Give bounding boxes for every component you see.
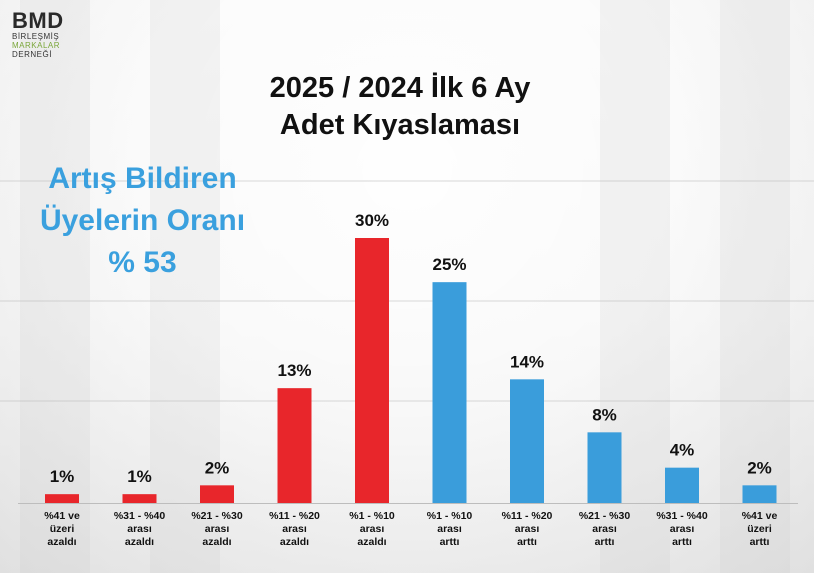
- category-label-8-line-2: arası: [592, 523, 617, 535]
- value-label-2: 1%: [127, 467, 152, 486]
- category-label-3-line-3: azaldı: [202, 536, 231, 548]
- category-label-2-line-1: %31 - %40: [114, 510, 166, 522]
- increase-ratio-line-2: Üyelerin Oranı: [39, 204, 246, 237]
- category-label-7-line-3: arttı: [517, 536, 537, 548]
- category-label-1-line-2: üzeri: [50, 523, 75, 535]
- category-label-5-line-1: %1 - %10: [349, 510, 395, 522]
- category-label-4-line-2: arası: [282, 523, 307, 535]
- logo-line-1: BİRLEŞMİŞ: [12, 32, 60, 41]
- category-label-10-line-2: üzeri: [747, 523, 772, 535]
- category-label-9-line-1: %31 - %40: [656, 510, 708, 522]
- category-label-6-line-3: arttı: [440, 536, 460, 548]
- bar-6: [432, 282, 467, 503]
- category-label-3-line-2: arası: [205, 523, 230, 535]
- value-label-8: 8%: [592, 405, 617, 424]
- value-label-group: 1% 1% 2% 13% 30% 25% 14% 8% 4% 2%: [50, 211, 772, 486]
- category-label-4-line-3: azaldı: [280, 536, 309, 548]
- category-label-8-line-1: %21 - %30: [579, 510, 631, 522]
- chart-title: 2025 / 2024 İlk 6 Ay Adet Kıyaslaması: [0, 70, 800, 144]
- background-column: [20, 0, 90, 573]
- category-label-10-line-3: arttı: [750, 536, 770, 548]
- background-floor-line: [0, 300, 814, 302]
- logo-line-2: MARKALAR: [12, 41, 61, 50]
- category-label-2-line-2: arası: [127, 523, 152, 535]
- value-label-9: 4%: [670, 441, 695, 460]
- bar-group: [45, 238, 777, 503]
- category-label-10-line-1: %41 ve: [742, 510, 778, 522]
- background-floor-line: [0, 400, 814, 402]
- background-column: [720, 0, 790, 573]
- value-label-5: 30%: [355, 211, 389, 230]
- background-column: [150, 0, 220, 573]
- value-label-10: 2%: [747, 458, 772, 477]
- logo-line-3: DERNEĞİ: [12, 50, 52, 59]
- category-label-7-line-2: arası: [515, 523, 540, 535]
- bar-2: [122, 494, 157, 503]
- increase-ratio-line-1: Artış Bildiren: [48, 162, 237, 195]
- chart-title-line-1: 2025 / 2024 İlk 6 Ay: [269, 72, 531, 104]
- category-label-1-line-1: %41 ve: [44, 510, 80, 522]
- bar-3: [200, 485, 234, 503]
- value-label-3: 2%: [205, 458, 230, 477]
- chart-title-line-2: Adet Kıyaslaması: [279, 109, 521, 141]
- category-label-4-line-1: %11 - %20: [269, 510, 320, 522]
- bar-5: [355, 238, 389, 503]
- bar-4: [277, 388, 312, 503]
- bar-7: [510, 379, 544, 503]
- category-label-2-line-3: azaldı: [125, 536, 154, 548]
- category-label-1-line-3: azaldı: [47, 536, 76, 548]
- value-label-1: 1%: [50, 467, 75, 486]
- bar-9: [665, 467, 699, 503]
- value-label-7: 14%: [510, 352, 544, 371]
- category-label-6-line-2: arası: [437, 523, 462, 535]
- category-label-5-line-3: azaldı: [357, 536, 386, 548]
- bar-1: [45, 494, 79, 503]
- category-label-7-line-1: %11 - %20: [502, 510, 553, 522]
- logo-mark: BMD: [12, 8, 64, 33]
- category-label-3-line-1: %21 - %30: [191, 510, 243, 522]
- category-label-9-line-2: arası: [670, 523, 695, 535]
- category-label-9-line-3: arttı: [672, 536, 692, 548]
- category-label-5-line-2: arası: [360, 523, 385, 535]
- increase-ratio-value: % 53: [108, 246, 177, 279]
- background-floor-line: [0, 180, 814, 182]
- bar-10: [742, 485, 777, 503]
- category-label-6-line-1: %1 - %10: [427, 510, 473, 522]
- value-label-6: 25%: [432, 255, 466, 274]
- bar-8: [587, 432, 622, 503]
- value-label-4: 13%: [277, 361, 311, 380]
- increase-ratio-note: Artış Bildiren Üyelerin Oranı % 53: [20, 158, 265, 284]
- category-label-8-line-3: arttı: [595, 536, 615, 548]
- bmd-logo: BMD BİRLEŞMİŞ MARKALAR DERNEĞİ: [12, 8, 92, 60]
